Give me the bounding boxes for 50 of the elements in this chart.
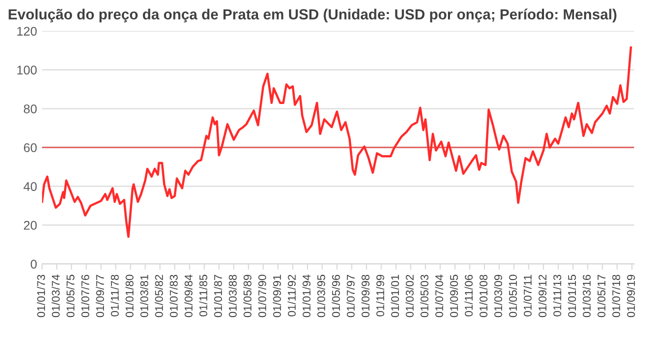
x-tick-label: 01/09/19 [626,274,635,318]
y-tick-label: 60 [24,143,37,152]
x-tick-label: 01/11/92 [288,274,296,316]
y-tick-label: 0 [30,260,37,269]
y-tick-label: 80 [24,104,37,114]
x-tick-label: 01/09/77 [96,274,104,318]
x-tick-label: 01/09/05 [450,274,458,318]
x-tick-label: 01/11/06 [464,274,473,316]
x-tick-label: 01/05/96 [332,274,340,318]
line-series [42,46,632,238]
x-tick-label: 01/05/82 [154,274,163,318]
x-tick-label: 01/11/99 [376,274,384,316]
x-tick-label: 01/03/95 [317,274,326,318]
chart-title: Evolução do preço da onça de Prata em USD (Unidade: USD por onça; Período: Mensal) [8,8,616,22]
x-tick-label: 01/11/13 [553,274,562,316]
x-tick-label: 01/01/01 [390,274,399,318]
x-tick-label: 01/01/87 [214,274,222,318]
x-tick-label: 01/09/98 [361,274,370,318]
x-tick-label: 01/01/80 [125,274,134,318]
x-tick-label: 01/03/02 [406,274,414,318]
x-tick-label: 01/07/76 [81,274,90,318]
x-tick-label: 01/07/97 [346,274,355,318]
y-tick-label: 120 [17,26,37,36]
x-tick-label: 01/05/17 [597,274,606,318]
x-tick-label: 01/11/78 [110,274,119,316]
x-tick-label: 01/05/75 [66,274,74,318]
x-tick-label: 01/09/84 [184,274,193,318]
x-tick-label: 01/03/16 [582,274,591,318]
x-tick-label: 01/09/12 [538,274,546,318]
x-tick-label: 01/05/03 [420,274,428,318]
x-tick-label: 01/01/73 [36,274,46,318]
x-tick-label: 01/05/10 [508,274,517,318]
x-tick-label: 01/11/85 [199,274,208,316]
x-tick-label: 01/03/09 [494,274,502,318]
x-tick-label: 01/03/81 [140,274,148,318]
x-tick-label: 01/07/11 [523,274,532,316]
x-tick-label: 01/07/04 [435,274,444,318]
x-tick-label: 01/01/94 [302,274,310,318]
x-tick-label: 01/01/08 [479,274,488,318]
y-tick-label: 100 [17,66,37,75]
x-tick-label: 01/07/18 [612,274,620,318]
x-tick-label: 01/03/74 [52,274,60,318]
x-tick-label: 01/01/15 [568,274,576,318]
x-tick-label: 01/09/91 [272,274,281,318]
y-tick-label: 40 [24,182,37,191]
x-tick-label: 01/05/89 [243,274,252,318]
x-tick-label: 01/07/83 [170,274,178,318]
x-tick-label: 01/03/88 [228,274,237,318]
x-tick-label: 01/07/90 [258,274,266,318]
y-tick-label: 20 [24,220,37,230]
